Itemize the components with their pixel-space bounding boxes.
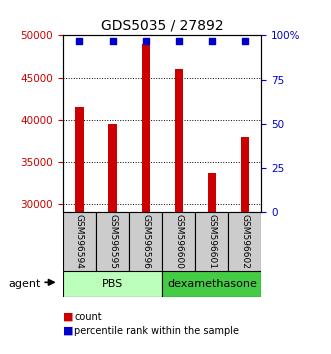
- Text: agent: agent: [8, 279, 41, 289]
- Point: [77, 38, 82, 44]
- Bar: [241, 137, 249, 212]
- Bar: [195, 212, 228, 271]
- Point: [242, 38, 248, 44]
- Bar: [129, 212, 162, 271]
- Bar: [63, 212, 96, 271]
- Text: GSM596601: GSM596601: [207, 214, 216, 269]
- Bar: [208, 173, 216, 212]
- Point: [110, 38, 115, 44]
- Text: percentile rank within the sample: percentile rank within the sample: [74, 326, 239, 336]
- Point: [143, 38, 148, 44]
- Text: GSM596596: GSM596596: [141, 214, 150, 269]
- Bar: [96, 212, 129, 271]
- Text: GSM596600: GSM596600: [174, 214, 183, 269]
- Text: GSM596595: GSM596595: [108, 214, 117, 269]
- Text: dexamethasone: dexamethasone: [167, 279, 257, 289]
- Point: [176, 38, 181, 44]
- Point: [209, 38, 214, 44]
- Text: PBS: PBS: [102, 279, 123, 289]
- Text: count: count: [74, 312, 102, 322]
- Bar: [228, 212, 261, 271]
- Bar: [162, 271, 261, 297]
- Bar: [162, 212, 195, 271]
- Bar: [109, 124, 117, 212]
- Bar: [63, 271, 162, 297]
- Text: ■: ■: [63, 312, 73, 322]
- Title: GDS5035 / 27892: GDS5035 / 27892: [101, 19, 223, 33]
- Text: GSM596594: GSM596594: [75, 214, 84, 269]
- Text: GSM596602: GSM596602: [240, 214, 250, 269]
- Text: ■: ■: [63, 326, 73, 336]
- Bar: [175, 69, 183, 212]
- Bar: [75, 107, 83, 212]
- Bar: [142, 44, 150, 212]
